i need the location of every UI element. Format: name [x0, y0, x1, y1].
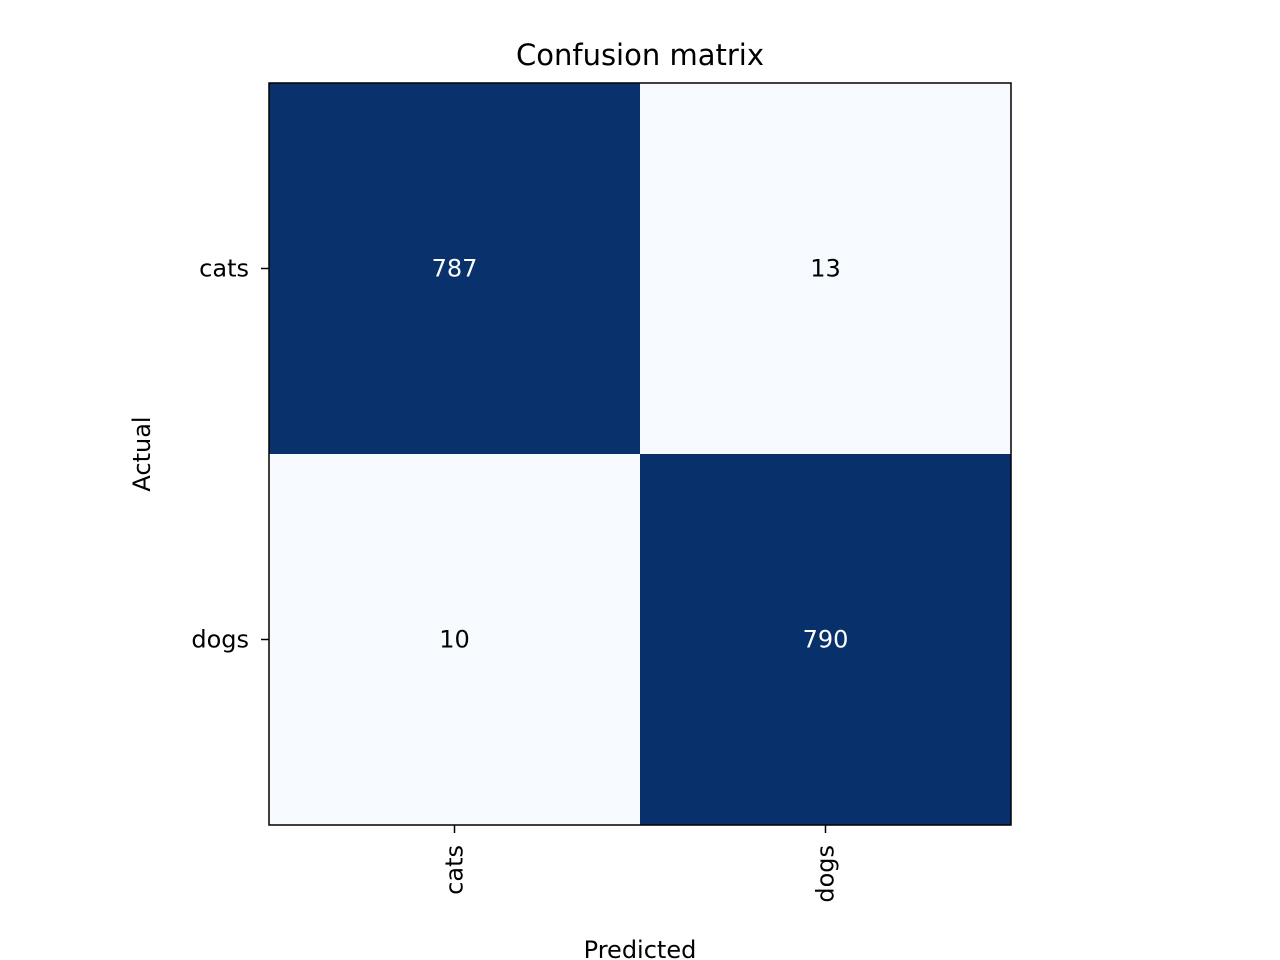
- cell-value-label: 790: [803, 626, 849, 654]
- y-axis-ticks: cats dogs: [191, 255, 269, 654]
- x-tick-label: cats: [441, 845, 469, 895]
- cell-value-label: 13: [810, 255, 841, 283]
- x-axis-label: Predicted: [584, 936, 697, 960]
- y-axis-label: Actual: [128, 416, 156, 491]
- heatmap-cell-labels: 787 13 10 790: [432, 255, 849, 654]
- heatmap-cell-cats-dogs: [640, 83, 1011, 454]
- heatmap-cell-dogs-dogs: [640, 454, 1011, 825]
- chart-title: Confusion matrix: [516, 38, 764, 72]
- heatmap-cell-cats-cats: [269, 83, 640, 454]
- x-axis-ticks: cats dogs: [441, 825, 840, 903]
- y-tick-label: dogs: [191, 626, 249, 654]
- cell-value-label: 787: [432, 255, 478, 283]
- cell-value-label: 10: [439, 626, 470, 654]
- x-tick-label: dogs: [812, 845, 840, 903]
- heatmap-cells: [269, 83, 1011, 825]
- y-tick-label: cats: [199, 255, 249, 283]
- plot-frame: [268, 82, 1012, 826]
- heatmap-cell-dogs-cats: [269, 454, 640, 825]
